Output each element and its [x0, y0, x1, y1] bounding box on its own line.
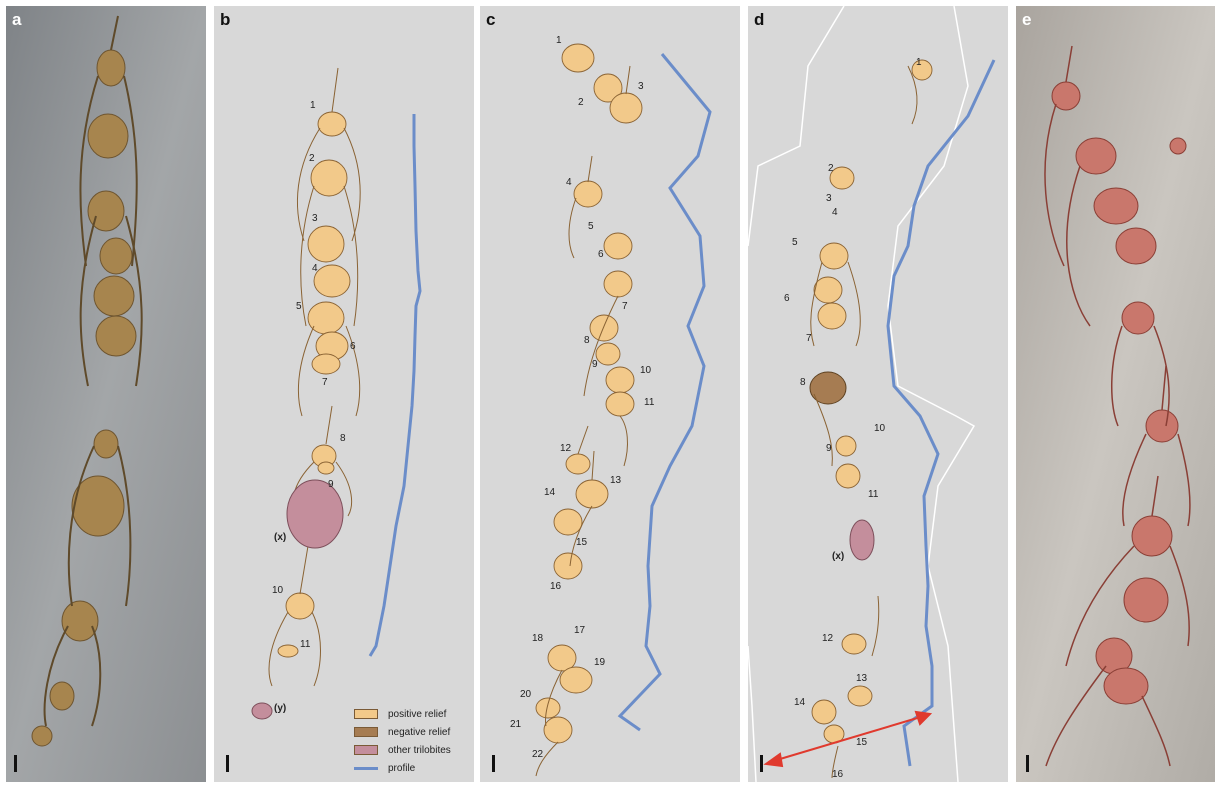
label-c-19: 19	[594, 658, 605, 668]
label-d-6: 6	[784, 294, 790, 304]
label-b-4: 4	[312, 264, 318, 274]
panel-d-trilobite-drawing	[748, 6, 1008, 782]
panel-c-scale-bar	[492, 755, 495, 772]
label-b-x: (x)	[274, 533, 286, 543]
label-c-14: 14	[544, 488, 555, 498]
label-c-11: 11	[644, 398, 654, 408]
label-c-13: 13	[610, 476, 621, 486]
label-d-7: 7	[806, 334, 812, 344]
label-c-6: 6	[598, 250, 604, 260]
panel-b-trilobite-drawing	[214, 6, 474, 782]
label-c-9: 9	[592, 360, 598, 370]
label-d-8: 8	[800, 378, 806, 388]
label-d-16: 16	[832, 770, 843, 780]
panel-d-scale-bar	[760, 755, 763, 772]
panel-c-trilobite-drawing	[480, 6, 740, 782]
panel-b-label: b	[220, 10, 230, 30]
label-b-7: 7	[322, 378, 328, 388]
legend-swatch-other	[354, 745, 378, 755]
legend-swatch-positive	[354, 709, 378, 719]
label-d-11: 11	[868, 490, 878, 500]
panel-c-label: c	[486, 10, 495, 30]
label-c-16: 16	[550, 582, 561, 592]
label-d-14: 14	[794, 698, 805, 708]
label-b-2: 2	[309, 154, 315, 164]
label-b-3: 3	[312, 214, 318, 224]
label-c-22: 22	[532, 750, 543, 760]
label-c-18: 18	[532, 634, 543, 644]
legend-other-trilobites: other trilobites	[354, 744, 451, 756]
label-d-4: 4	[832, 208, 838, 218]
label-c-3: 3	[638, 82, 644, 92]
label-c-4: 4	[566, 178, 572, 188]
label-c-10: 10	[640, 366, 651, 376]
legend-profile: profile	[354, 762, 415, 774]
label-d-15: 15	[856, 738, 867, 748]
label-c-7: 7	[622, 302, 628, 312]
label-d-2: 2	[828, 164, 834, 174]
label-c-17: 17	[574, 626, 585, 636]
panel-a-scale-bar	[14, 755, 17, 772]
label-c-2: 2	[578, 98, 584, 108]
label-b-y: (y)	[274, 704, 286, 714]
label-b-9: 9	[328, 480, 334, 490]
label-c-15: 15	[576, 538, 587, 548]
label-c-21: 21	[510, 720, 521, 730]
label-b-5: 5	[296, 302, 302, 312]
photo-e-image	[1016, 6, 1215, 782]
label-c-5: 5	[588, 222, 594, 232]
panel-e-photo: e	[1016, 6, 1215, 782]
legend-negative-relief: negative relief	[354, 726, 450, 738]
label-d-13: 13	[856, 674, 867, 684]
legend-positive-relief: positive relief	[354, 708, 446, 720]
panel-c-drawing: c 1 2 3 4 5 6 7 8 9 10 11 12 13 14 15 16…	[480, 6, 740, 782]
label-b-11: 11	[300, 640, 310, 650]
label-b-6: 6	[350, 342, 356, 352]
photo-a-image	[6, 6, 206, 782]
legend-swatch-negative	[354, 727, 378, 737]
panel-e-scale-bar	[1026, 755, 1029, 772]
label-d-9: 9	[826, 444, 832, 454]
panel-b-scale-bar	[226, 755, 229, 772]
legend-label-other: other trilobites	[388, 745, 451, 756]
label-d-12: 12	[822, 634, 833, 644]
legend-label-positive: positive relief	[388, 709, 446, 720]
label-b-10: 10	[272, 586, 283, 596]
label-d-10: 10	[874, 424, 885, 434]
panel-d-label: d	[754, 10, 764, 30]
label-c-8: 8	[584, 336, 590, 346]
label-c-20: 20	[520, 690, 531, 700]
label-b-8: 8	[340, 434, 346, 444]
legend-label-profile: profile	[388, 763, 415, 774]
label-c-1: 1	[556, 36, 562, 46]
label-c-12: 12	[560, 444, 571, 454]
panel-e-label: e	[1022, 10, 1031, 30]
label-d-x: (x)	[832, 552, 844, 562]
panel-a-photo: a	[6, 6, 206, 782]
panel-a-label: a	[12, 10, 21, 30]
panel-d-drawing: d 1 2 3 4 5 6 7 8 9 10 11 12 13 14 15 16…	[748, 6, 1008, 782]
legend-swatch-profile	[354, 767, 378, 770]
label-d-3: 3	[826, 194, 832, 204]
legend-label-negative: negative relief	[388, 727, 450, 738]
label-d-1: 1	[916, 58, 922, 68]
panel-b-drawing: b 1 2 3 4 5 6 7 8 9 10 11 (x) (y) positi…	[214, 6, 474, 782]
label-b-1: 1	[310, 101, 316, 111]
label-d-5: 5	[792, 238, 798, 248]
